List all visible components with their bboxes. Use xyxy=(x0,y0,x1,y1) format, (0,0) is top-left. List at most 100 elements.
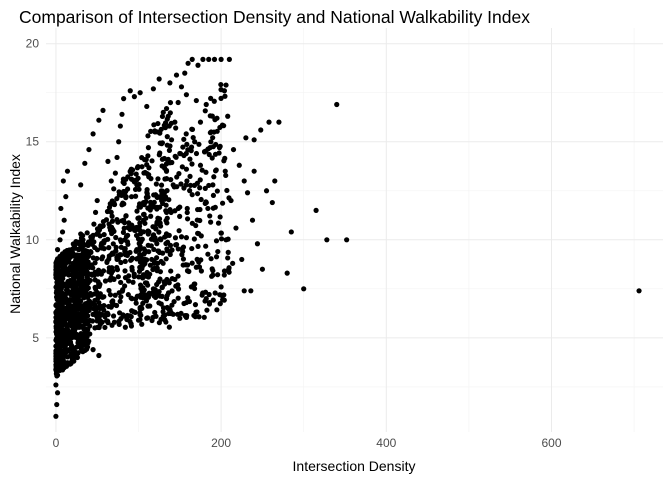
data-point xyxy=(163,233,169,239)
data-point xyxy=(143,298,150,304)
data-point xyxy=(153,192,159,198)
data-point xyxy=(102,324,108,331)
data-point xyxy=(344,237,350,243)
data-point xyxy=(59,322,66,328)
data-points xyxy=(53,56,642,419)
data-point xyxy=(148,176,154,182)
data-point xyxy=(259,266,265,272)
data-point xyxy=(84,294,91,301)
data-point xyxy=(106,287,112,294)
data-point xyxy=(117,298,123,304)
data-point xyxy=(64,324,70,330)
data-point xyxy=(217,143,223,149)
data-point xyxy=(215,272,221,278)
data-point xyxy=(53,314,59,320)
data-point xyxy=(168,177,174,183)
data-point xyxy=(109,322,115,328)
data-point xyxy=(160,109,166,115)
data-point xyxy=(136,274,142,280)
data-point xyxy=(92,277,98,283)
data-point xyxy=(91,221,97,227)
data-point xyxy=(187,188,193,194)
data-point xyxy=(62,294,68,300)
data-point xyxy=(111,186,117,192)
x-axis-ticks: 0 200 400 600 xyxy=(53,436,562,450)
data-point xyxy=(195,243,201,249)
data-point xyxy=(184,178,190,184)
data-point xyxy=(94,255,100,262)
data-point xyxy=(62,342,69,348)
data-point xyxy=(211,174,217,180)
data-point xyxy=(206,301,213,307)
data-point xyxy=(159,156,166,162)
data-point xyxy=(54,335,60,341)
data-point xyxy=(128,166,134,172)
data-point xyxy=(60,351,66,357)
data-point xyxy=(177,151,184,157)
data-point xyxy=(94,247,101,253)
plot-grid xyxy=(46,28,663,432)
data-point xyxy=(218,95,224,101)
data-point xyxy=(128,194,135,200)
data-point xyxy=(87,301,93,307)
data-point xyxy=(189,161,195,167)
data-point xyxy=(215,248,221,255)
data-point xyxy=(212,151,219,157)
y-axis-title: National Walkability Index xyxy=(7,154,23,314)
data-point xyxy=(191,281,197,287)
data-point xyxy=(128,314,134,320)
data-point xyxy=(189,260,195,266)
data-point xyxy=(73,259,79,265)
data-point xyxy=(169,288,175,294)
data-point xyxy=(108,209,114,215)
data-point xyxy=(241,288,247,294)
data-point xyxy=(69,280,76,286)
data-point xyxy=(222,155,228,161)
data-point xyxy=(202,108,208,114)
data-point xyxy=(105,311,111,318)
data-point xyxy=(125,241,131,247)
data-point xyxy=(193,150,200,157)
data-point xyxy=(87,317,93,323)
data-point xyxy=(94,197,100,204)
chart-title: Comparison of Intersection Density and N… xyxy=(19,7,530,27)
data-point xyxy=(53,330,60,336)
data-point xyxy=(175,246,181,252)
data-point xyxy=(68,342,74,348)
data-point xyxy=(119,218,125,224)
data-point xyxy=(81,302,87,309)
data-point xyxy=(230,146,237,153)
data-point xyxy=(116,139,122,145)
data-point xyxy=(182,70,188,76)
data-point xyxy=(140,300,146,306)
data-point xyxy=(145,242,151,248)
data-point xyxy=(175,282,181,288)
data-point xyxy=(195,206,201,213)
data-point xyxy=(197,162,204,168)
data-point xyxy=(190,134,196,141)
data-point xyxy=(85,242,91,249)
data-point xyxy=(53,382,59,388)
data-point xyxy=(70,347,76,353)
data-point xyxy=(54,373,60,379)
data-point xyxy=(164,134,170,140)
data-point xyxy=(254,241,261,247)
data-point xyxy=(160,305,167,311)
data-point xyxy=(136,181,142,188)
data-point xyxy=(71,243,78,249)
data-point xyxy=(269,199,275,206)
data-point xyxy=(225,255,231,261)
data-point xyxy=(59,263,65,269)
data-point xyxy=(118,294,124,300)
data-point xyxy=(63,299,69,306)
data-point xyxy=(159,284,165,291)
data-point xyxy=(59,257,65,263)
data-point xyxy=(284,270,290,276)
data-point xyxy=(209,273,215,279)
data-point xyxy=(53,356,59,362)
data-point xyxy=(110,313,117,319)
data-point xyxy=(189,56,195,62)
data-point xyxy=(144,189,150,195)
data-point xyxy=(189,245,195,252)
data-point xyxy=(197,185,203,191)
